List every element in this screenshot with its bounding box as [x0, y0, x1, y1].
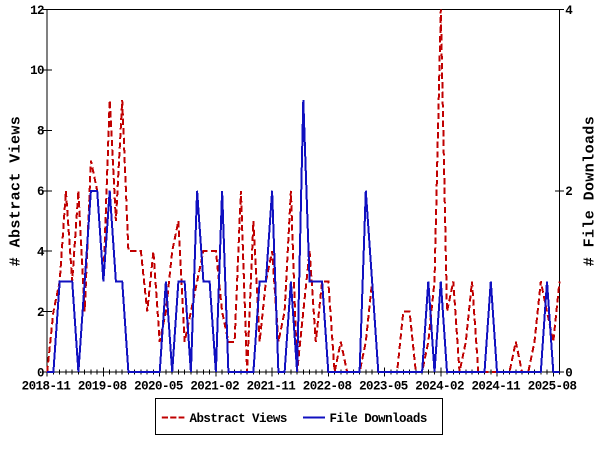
svg-text:4: 4: [565, 4, 573, 18]
svg-text:2021-11: 2021-11: [247, 380, 296, 394]
svg-text:2020-05: 2020-05: [134, 380, 183, 394]
svg-text:2018-11: 2018-11: [22, 380, 71, 394]
svg-text:4: 4: [37, 246, 45, 260]
svg-text:# Abstract Views: # Abstract Views: [8, 116, 25, 266]
svg-text:2: 2: [37, 306, 44, 320]
svg-text:2021-02: 2021-02: [190, 380, 239, 394]
svg-text:2025-08: 2025-08: [528, 380, 577, 394]
svg-text:2024-02: 2024-02: [415, 380, 464, 394]
svg-text:10: 10: [30, 64, 44, 78]
svg-text:2022-08: 2022-08: [303, 380, 352, 394]
svg-text:2024-11: 2024-11: [471, 380, 520, 394]
svg-text:File Downloads: File Downloads: [330, 412, 427, 426]
svg-text:8: 8: [37, 125, 44, 139]
svg-text:6: 6: [37, 185, 44, 199]
svg-text:Abstract Views: Abstract Views: [190, 412, 287, 426]
svg-text:2023-05: 2023-05: [359, 380, 408, 394]
svg-text:# File Downloads: # File Downloads: [582, 116, 599, 266]
svg-text:0: 0: [37, 366, 44, 380]
svg-text:0: 0: [565, 366, 572, 380]
svg-text:2: 2: [565, 185, 572, 199]
svg-text:2019-08: 2019-08: [78, 380, 127, 394]
svg-text:12: 12: [30, 4, 44, 18]
